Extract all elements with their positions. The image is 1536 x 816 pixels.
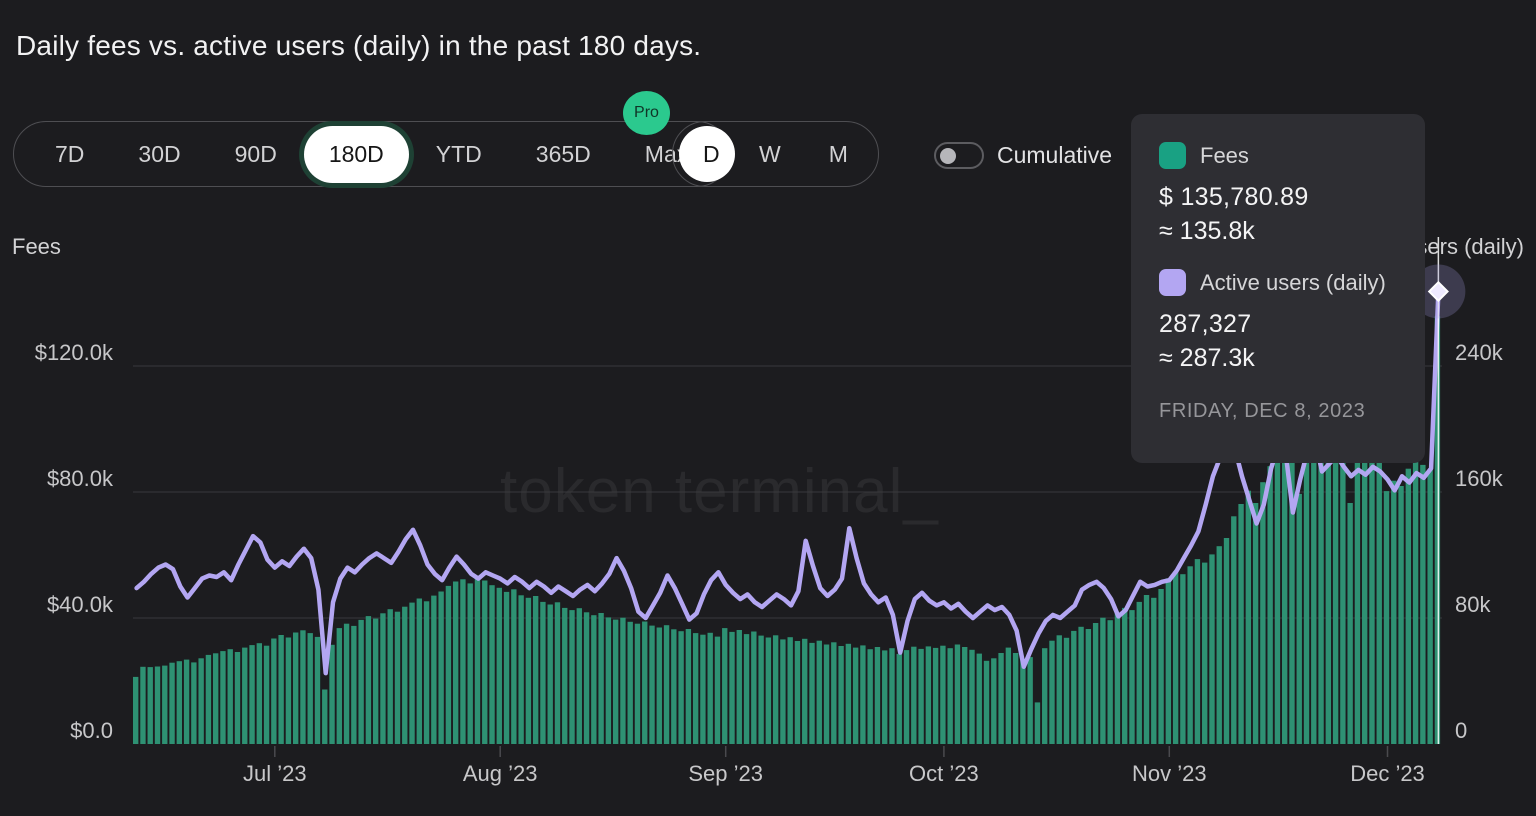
cumulative-toggle[interactable]	[934, 142, 984, 169]
users-approx-value: ≈ 287.3k	[1159, 344, 1255, 372]
svg-text:Aug ’23: Aug ’23	[463, 761, 538, 786]
tooltip-fees-row: Fees	[1159, 142, 1397, 169]
time-range-selector: 7D 30D 90D 180D YTD 365D Max	[13, 121, 731, 187]
chart-tooltip: Fees $ 135,780.89 ≈ 135.8k Active users …	[1131, 114, 1425, 463]
range-365d[interactable]: 365D	[509, 124, 618, 184]
range-7d[interactable]: 7D	[28, 124, 111, 184]
page-title: Daily fees vs. active users (daily) in t…	[16, 30, 702, 61]
svg-text:Jul ’23: Jul ’23	[243, 761, 307, 786]
tooltip-users-row: Active users (daily)	[1159, 269, 1397, 296]
cumulative-toggle-label: Cumulative	[997, 142, 1113, 168]
svg-text:Oct ’23: Oct ’23	[909, 761, 979, 786]
svg-text:$80.0k: $80.0k	[47, 466, 114, 491]
freq-daily-selected[interactable]: D	[679, 126, 735, 182]
fees-exact-value: $ 135,780.89	[1159, 183, 1309, 211]
users-legend-label: Active users (daily)	[1200, 269, 1386, 295]
svg-text:$40.0k: $40.0k	[47, 592, 114, 617]
range-ytd[interactable]: YTD	[409, 124, 509, 184]
freq-monthly[interactable]: M	[805, 124, 872, 184]
svg-text:240k: 240k	[1455, 340, 1504, 365]
range-30d[interactable]: 30D	[111, 124, 207, 184]
svg-text:$120.0k: $120.0k	[35, 340, 114, 365]
users-exact-value: 287,327	[1159, 310, 1252, 338]
fees-approx-value: ≈ 135.8k	[1159, 217, 1255, 245]
svg-text:0: 0	[1455, 718, 1467, 743]
pro-badge[interactable]: Pro	[623, 91, 670, 135]
svg-text:80k: 80k	[1455, 592, 1491, 617]
range-90d[interactable]: 90D	[208, 124, 304, 184]
fees-legend-label: Fees	[1200, 142, 1249, 168]
left-axis-title: Fees	[12, 234, 61, 259]
toggle-knob-icon	[940, 147, 956, 164]
users-legend-swatch-icon	[1159, 269, 1186, 296]
fees-legend-swatch-icon	[1159, 142, 1186, 169]
svg-text:Nov ’23: Nov ’23	[1132, 761, 1207, 786]
svg-text:Sep ’23: Sep ’23	[688, 761, 763, 786]
tooltip-date: FRIDAY, DEC 8, 2023	[1159, 400, 1366, 422]
frequency-selector: D W M	[672, 121, 879, 187]
svg-text:$0.0: $0.0	[70, 718, 113, 743]
svg-text:160k: 160k	[1455, 466, 1504, 491]
range-180d-selected[interactable]: 180D	[303, 125, 409, 183]
svg-text:Dec ’23: Dec ’23	[1350, 761, 1425, 786]
freq-weekly[interactable]: W	[735, 124, 805, 184]
